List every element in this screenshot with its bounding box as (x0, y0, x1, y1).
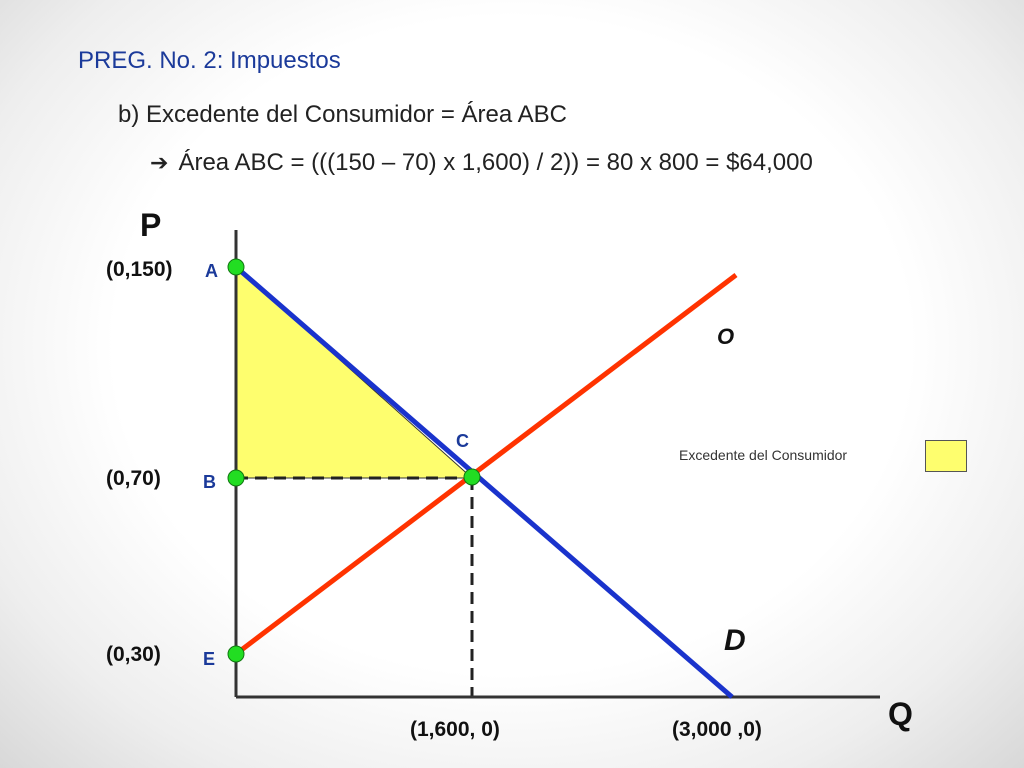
area-calculation: ➔ Área ABC = (((150 – 70) x 1,600) / 2)) … (150, 149, 813, 177)
point-e-label: E (203, 649, 215, 669)
point-c-marker (463, 468, 481, 486)
y-axis-label: P (140, 207, 161, 243)
point-a-marker (227, 258, 245, 276)
right-arrow-icon: ➔ (150, 150, 169, 175)
legend-swatch (925, 440, 967, 472)
demand-curve-label: D (724, 624, 746, 657)
supply-curve (234, 273, 738, 656)
point-a-coord: (0,150) (106, 258, 173, 281)
point-c-label: C (456, 431, 469, 451)
point-b-label: B (203, 472, 216, 492)
point-e-marker (227, 645, 245, 663)
point-a-label: A (205, 261, 218, 281)
x-eq-label: (1,600, 0) (410, 718, 500, 741)
x-axis-label: Q (888, 696, 913, 732)
x-end-label: (3,000 ,0) (672, 718, 762, 741)
point-b-marker (227, 469, 245, 487)
demand-curve (234, 265, 734, 699)
point-e-coord: (0,30) (106, 643, 161, 666)
consumer-surplus-definition: b) Excedente del Consumidor = Área ABC (118, 101, 567, 128)
area-calculation-text: Área ABC = (((150 – 70) x 1,600) / 2)) =… (178, 149, 813, 176)
point-b-coord: (0,70) (106, 467, 161, 490)
slide-title: PREG. No. 2: Impuestos (78, 47, 341, 74)
supply-curve-label: O (717, 324, 734, 349)
legend-label: Excedente del Consumidor (679, 447, 848, 463)
